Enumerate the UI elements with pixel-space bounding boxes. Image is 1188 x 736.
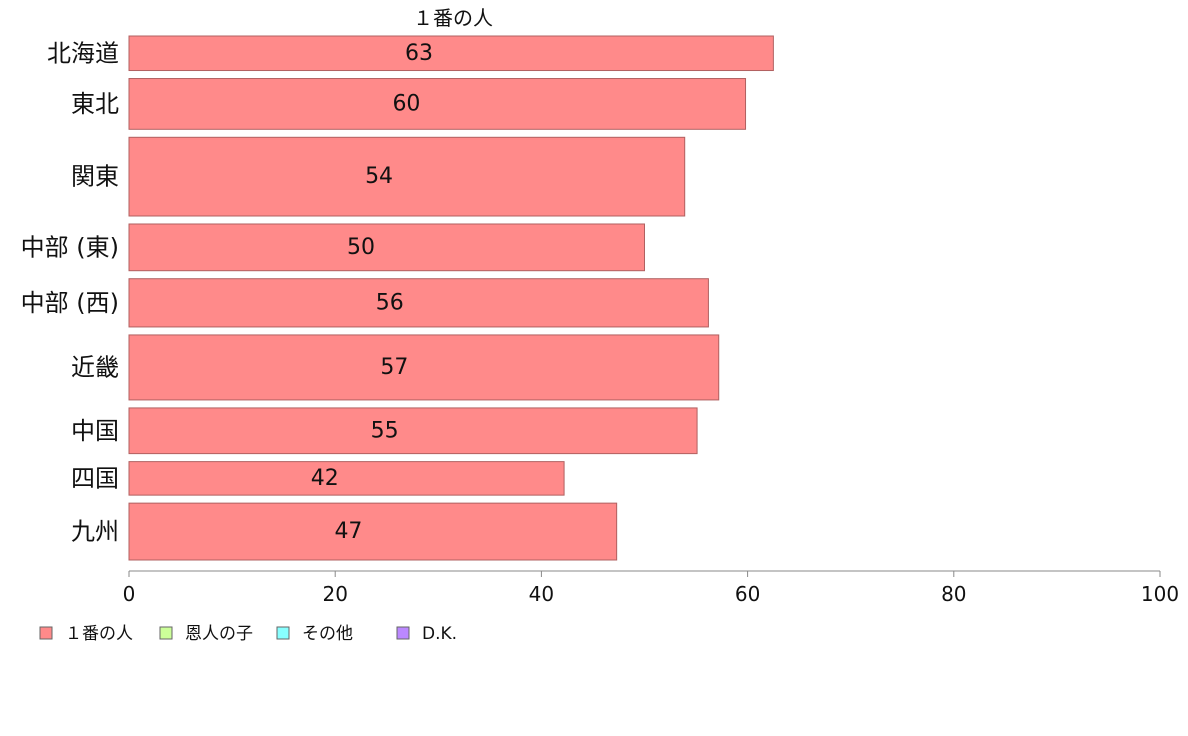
bar-6 [128,407,698,455]
value-label-4: 56 [376,290,404,315]
bar-8 [128,502,618,561]
bar-0 [128,35,774,72]
legend-label-3: D.K. [422,624,457,644]
bar-4 [128,278,709,328]
bar-7 [128,461,565,496]
x-tick-label-4: 80 [941,582,966,606]
value-label-3: 50 [347,235,375,260]
x-tick-label-5: 100 [1141,582,1179,606]
category-label-5: 近畿 [71,353,119,381]
series-header: １番の人 [413,6,493,30]
value-label-1: 60 [392,91,420,116]
value-label-6: 55 [371,418,399,443]
x-tick-label-2: 40 [529,582,554,606]
bar-2 [128,136,686,217]
category-label-6: 中国 [71,417,119,445]
x-tick-label-1: 20 [322,582,347,606]
legend-label-2: その他 [302,624,353,644]
value-label-8: 47 [334,519,362,544]
category-label-4: 中部 (西) [21,289,119,317]
category-label-8: 九州 [71,518,119,546]
category-label-0: 北海道 [47,39,119,67]
category-label-1: 東北 [71,90,119,118]
value-label-7: 42 [311,466,339,491]
bar-3 [128,223,645,272]
bar-5 [128,334,720,401]
legend-swatch-0 [39,626,53,640]
category-label-3: 中部 (東) [21,233,119,261]
bars-group: 63 北海道 60 東北 54 関東 50 中部 (東) 56 中部 (西) 57 近畿 55 中国 42 四… [21,35,774,561]
x-tick-label-0: 0 [123,582,136,606]
category-label-7: 四国 [71,464,119,492]
legend-label-1: 恩人の子 [185,624,253,644]
legend-label-0: １番の人 [65,624,133,644]
legend: １番の人 恩人の子 その他 D.K. [39,624,457,644]
legend-swatch-2 [276,626,290,640]
value-label-5: 57 [380,355,408,380]
legend-swatch-3 [396,626,410,640]
value-label-0: 63 [405,41,433,66]
value-label-2: 54 [365,164,393,189]
category-label-2: 関東 [71,163,119,191]
bar-1 [128,78,747,130]
x-axis: 0 20 40 60 80 100 [123,570,1179,606]
x-tick-label-3: 60 [735,582,760,606]
legend-swatch-1 [159,626,173,640]
